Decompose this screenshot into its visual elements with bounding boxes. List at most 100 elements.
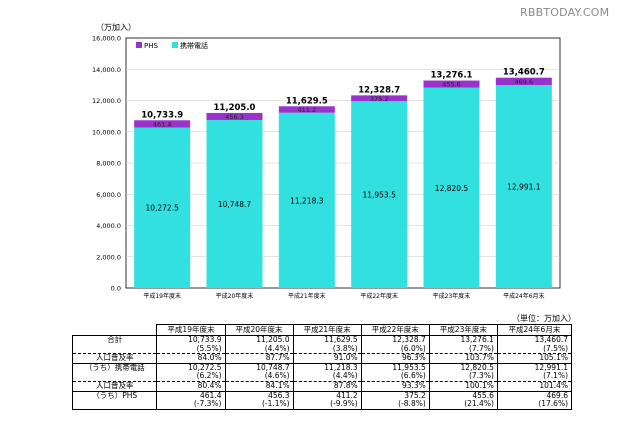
table-cell: 84.0% [156,353,226,364]
table-cell: (-9.9%) [292,399,362,410]
legend-label-mobile: 携帯電話 [180,41,208,50]
table-row-label: （うち）携帯電話 [71,362,158,373]
bar-phs-label: 469.6 [515,78,534,86]
table-row-label [71,400,158,410]
table-cell: (17.6%) [496,399,573,410]
legend-swatch-phs [136,42,142,48]
bar-mobile-label: 11,953.5 [362,191,396,200]
bar-mobile [495,85,552,288]
table-row: (6.2%) (4.6%) (4.4%) (6.6%) (7.3%) (7.1%) [71,372,573,382]
table-cell: 84.1% [224,380,294,392]
gridlines [126,68,560,258]
table-row: 人口普及率 80.4% 84.1% 87.8% 93.3% 100.1% 101.4% [71,380,573,392]
bar-mobile [134,127,191,288]
table-cell: 93.3% [360,380,430,392]
bar-phs [134,120,191,128]
data-table: 平成19年度末 平成20年度末 平成21年度末 平成22年度末 平成23年度末 平成24年… [71,324,573,410]
y-tick-label: 8,000.0 [96,160,121,168]
table-header-row: 平成19年度末 平成20年度末 平成21年度末 平成22年度末 平成23年度末 平成24年… [72,324,573,336]
table-row-label: 人口普及率 [71,353,158,364]
y-tick-label: 12,000.0 [92,97,121,105]
table-cell: (-1.1%) [224,399,294,410]
table-cell: (-7.3%) [156,399,226,410]
y-tick-label: 0.0 [111,285,121,293]
bar-phs [206,112,263,121]
table-cell: 469.6 [496,390,573,401]
table-row: (-7.3%) (-1.1%) (-9.9%) (-8.8%) (21.4%) (17.6… [71,399,573,410]
table-column-header: 平成24年6月末 [496,324,573,336]
legend: PHS 携帯電話 [136,41,208,50]
bar-mobile-label: 12,991.1 [507,183,541,192]
table-row: （うち）携帯電話 10,272.5 10,748.7 11,218.3 11,953.5… [71,362,573,373]
bar-phs [423,80,480,88]
x-tick-labels: 平成19年度末 平成20年度末 平成21年度末 平成22年度末 平成23年度末 平成24年… [143,292,544,300]
table-cell: 87.7% [224,353,294,364]
y-tick-label: 16,000.0 [92,35,121,43]
bar-phs [278,106,335,113]
bar-phs-label: 375.2 [370,95,389,103]
table-cell: 87.8% [292,380,362,392]
table-column-header: 平成22年度末 [360,324,430,336]
y-tick-labels: 0.0 2,000.0 4,000.0 6,000.0 8,000.0 10,000.0 1… [92,35,121,293]
table-cell: 101.4% [496,380,573,392]
bar-mobile-label: 10,272.5 [145,204,179,213]
table-column-header: 平成23年度末 [428,324,498,336]
table-cell: (-8.8%) [360,399,430,410]
table-row-label [71,372,158,382]
table-cell: 105.1% [496,353,573,364]
y-tick-label: 6,000.0 [96,191,121,199]
table-row: 合計 10,733.9 11,205.0 11,629.5 12,328.7 13,276… [71,334,573,345]
table-unit-note: （単位：万加入） [512,314,576,323]
bar-total-label: 11,629.5 [286,96,328,106]
table-cell: 91.0% [292,353,362,364]
legend-swatch-mobile [172,42,178,48]
bar-phs [495,77,552,86]
bar-total-label: 10,733.9 [141,110,183,120]
x-tick-label: 平成19年度末 [143,292,181,300]
table-cell: 96.3% [360,353,430,364]
table-cell: (7.1%) [496,372,573,382]
bar-phs [351,95,408,102]
table-row: 人口普及率 84.0% 87.7% 91.0% 96.3% 103.7% 105.1% [71,353,573,364]
x-tick-label: 平成20年度末 [216,292,254,300]
table-cell: 80.4% [156,380,226,392]
y-tick-label: 2,000.0 [96,253,121,261]
table-row: (5.5%) (4.4%) (3.8%) (6.0%) (7.7%) (7.5%) [71,344,573,354]
table-column-header: 平成20年度末 [224,324,294,336]
table-row: （うち）PHS 461.4 456.3 411.2 375.2 455.6 469.6 [71,390,573,401]
bar-mobile [351,101,408,288]
bar-phs-label: 455.6 [442,81,461,89]
x-tick-label: 平成24年6月末 [503,292,544,300]
bar-phs-label: 456.3 [225,113,244,121]
table-cell: 13,460.7 [496,334,573,345]
bar-mobile-label: 11,218.3 [290,196,324,205]
table-row-label [71,344,158,354]
table-column-header: 平成21年度末 [292,324,362,336]
y-tick-label: 4,000.0 [96,222,121,230]
stacked-bar-chart: （万加入） 0.0 2,000.0 4,000.0 6,000.0 8,000.0 10,… [92,22,561,300]
bar-phs-label: 461.4 [153,120,172,128]
table-corner-cell [72,324,158,336]
table-cell: 12,991.1 [496,362,573,373]
bar-mobile-label: 12,820.5 [435,184,469,193]
bar-total-label: 11,205.0 [214,103,256,113]
table-cell: 100.1% [428,380,498,392]
table-row-label: 合計 [71,334,158,345]
table-body: 合計 10,733.9 11,205.0 11,629.5 12,328.7 13,276… [71,334,573,410]
y-tick-label: 14,000.0 [92,66,121,74]
bar-mobile [206,120,263,288]
bar-mobile [423,87,480,288]
table-cell: (7.5%) [496,344,573,354]
bar-total-label: 13,460.7 [503,68,545,78]
table-cell: (21.4%) [428,399,498,410]
x-tick-label: 平成21年度末 [288,292,326,300]
bar-total-label: 13,276.1 [431,71,473,81]
bar-phs-label: 411.2 [298,106,317,114]
data-labels: 10,272.5 461.410,733.9 10,748.7 456.311,205… [141,68,545,213]
table-row-label: （うち）PHS [71,390,158,401]
table-row-label: 人口普及率 [71,380,158,392]
x-tick-label: 平成23年度末 [433,292,471,300]
bar-mobile [278,112,335,288]
bar-mobile-label: 10,748.7 [218,200,252,209]
watermark-text: RBBTODAY.COM [520,6,610,19]
